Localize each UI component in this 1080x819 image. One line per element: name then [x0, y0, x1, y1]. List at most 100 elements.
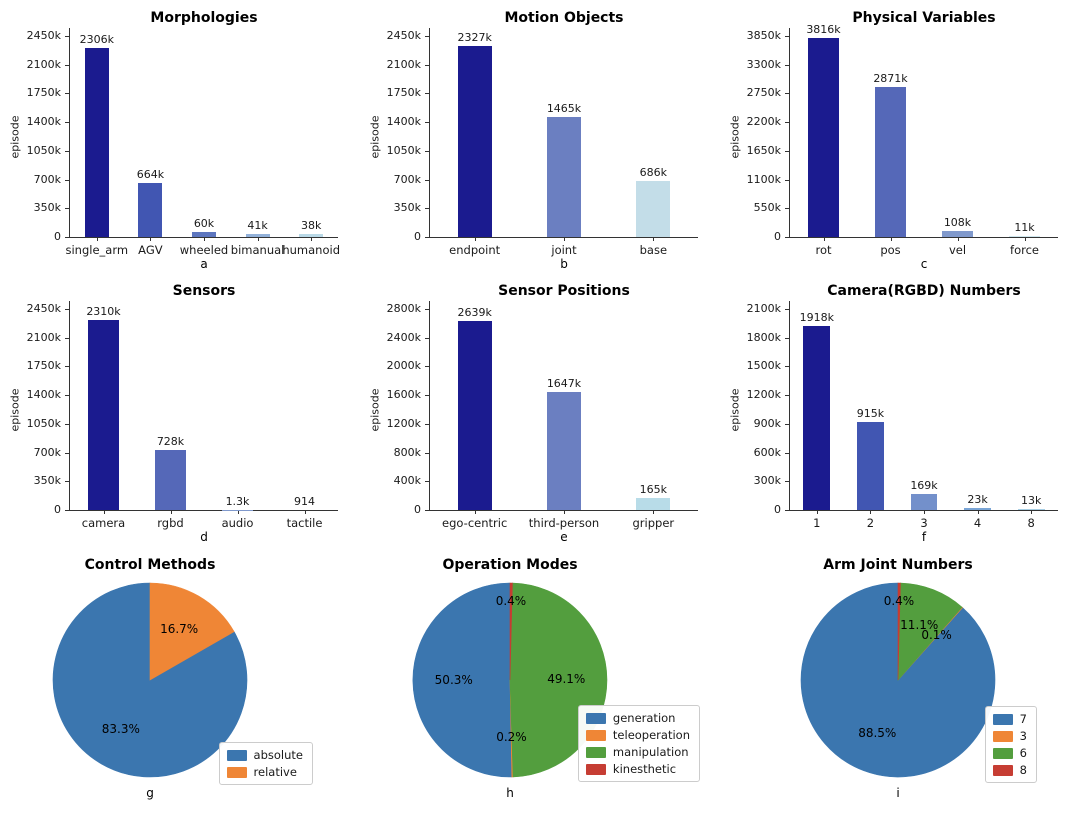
y-tick-label: 1400k: [26, 115, 61, 129]
legend: 7 3 6 8: [984, 706, 1037, 783]
x-tick-mark: [96, 238, 98, 241]
y-tick-mark: [785, 64, 789, 66]
pie-pct-label: 0.4%: [495, 594, 527, 609]
y-tick-label: 700k: [33, 445, 61, 459]
legend-swatch: [585, 729, 606, 741]
y-tick-mark: [425, 208, 429, 210]
y-tick-mark: [425, 309, 429, 310]
pie-pct-label: 88.5%: [858, 726, 897, 741]
chart-d-sensors: Sensors episode 0 350k 700k 1050k 1400k 1750k 21…: [0, 273, 360, 546]
chart-b-motion-objects: Motion Objects episode 0 350k 700k 1050k 1400k…: [360, 0, 720, 273]
x-tick-label: third-person: [528, 516, 600, 530]
y-tick-mark: [785, 150, 789, 152]
x-tick-label: tactile: [286, 516, 323, 530]
x-tick-label: pos: [880, 243, 901, 257]
bar-pos: [875, 87, 906, 237]
y-tick-label: 0: [774, 503, 781, 516]
chart-title: Motion Objects: [504, 10, 624, 26]
bar-ego-centric: [457, 320, 492, 510]
pie-pct-label: 83.3%: [101, 722, 140, 737]
y-tick-label: 0: [414, 503, 421, 516]
pie-pct-label: 16.7%: [160, 621, 199, 636]
pie-pct-label: 11.1%: [900, 617, 939, 632]
bar-agv: [138, 182, 163, 237]
legend-item: kinesthetic: [585, 762, 690, 776]
bar-vel: [942, 231, 973, 237]
y-tick-mark: [65, 337, 69, 339]
y-tick-mark: [425, 510, 429, 511]
x-tick-label: gripper: [632, 516, 675, 530]
x-tick-mark: [564, 238, 565, 241]
x-tick-mark: [257, 238, 259, 241]
x-tick-mark: [311, 238, 313, 241]
y-tick-label: 1400k: [26, 388, 61, 402]
chart-e-sensor-positions: Sensor Positions episode 0 400k 800k 1200k 160…: [360, 273, 720, 546]
chart-title: Morphologies: [150, 10, 258, 26]
x-tick-label: joint: [551, 243, 577, 257]
x-tick-mark: [237, 511, 239, 514]
x-tick-mark: [474, 238, 476, 241]
x-tick-label: 2: [866, 516, 875, 530]
y-tick-mark: [65, 395, 69, 397]
y-tick-label: 1200k: [386, 416, 421, 430]
subplot-letter: d: [200, 530, 208, 544]
x-tick-mark: [170, 511, 172, 514]
legend-swatch: [992, 764, 1013, 776]
y-tick-label: 3300k: [746, 57, 781, 71]
y-tick-label: 2450k: [386, 29, 421, 42]
y-tick-mark: [785, 395, 789, 397]
legend-item: 3: [992, 729, 1027, 743]
bar-value-label: 2871k: [873, 72, 908, 86]
y-tick-label: 1800k: [746, 330, 781, 344]
y-axis-spine: [69, 28, 70, 237]
bar-camera: [88, 320, 119, 510]
y-tick-label: 1050k: [386, 143, 421, 157]
y-tick-label: 2200k: [746, 115, 781, 129]
y-tick-mark: [785, 423, 789, 425]
bar-1: [803, 326, 831, 510]
bar-value-label: 2327k: [457, 31, 492, 45]
y-tick-mark: [65, 366, 69, 368]
y-tick-label: 1200k: [746, 388, 781, 402]
x-tick-mark: [1031, 511, 1033, 514]
y-tick-label: 350k: [33, 201, 61, 215]
x-tick-label: audio: [221, 516, 254, 530]
bar-rgbd: [155, 450, 186, 510]
x-tick-label: rgbd: [157, 516, 184, 530]
y-tick-mark: [785, 179, 789, 181]
x-tick-label: wheeled: [179, 243, 229, 257]
bar-value-label: 1465k: [546, 101, 582, 115]
y-tick-mark: [785, 237, 789, 238]
legend-item: teleoperation: [585, 728, 690, 742]
pie-slice-relative: [149, 582, 235, 681]
y-tick-label: 0: [54, 503, 61, 516]
y-tick-mark: [425, 122, 429, 124]
subplot-letter: i: [896, 786, 900, 800]
bar-value-label: 165k: [639, 483, 668, 497]
y-tick-label: 700k: [33, 172, 61, 186]
bar-value-label: 1918k: [799, 311, 834, 325]
bar-value-label: 686k: [639, 165, 668, 179]
legend-item: 7: [992, 712, 1027, 726]
subplot-letter: c: [920, 257, 928, 271]
chart-title: Sensor Positions: [498, 283, 630, 299]
legend-label: generation: [612, 711, 676, 725]
x-tick-mark: [890, 238, 892, 241]
pie-slice-kinesthetic: [509, 582, 513, 681]
y-tick-label: 0: [414, 230, 421, 243]
bar-endpoint: [457, 46, 492, 237]
bar-value-label: 2306k: [79, 32, 114, 46]
legend-swatch: [992, 713, 1013, 725]
x-tick-mark: [204, 238, 205, 241]
y-tick-label: 1100k: [746, 172, 781, 186]
bar-gripper: [636, 498, 671, 510]
chart-c-physical-variables: Physical Variables episode 0 550k 1100k 1650k…: [720, 0, 1080, 273]
y-tick-label: 550k: [753, 201, 781, 215]
y-tick-label: 600k: [753, 445, 781, 459]
y-tick-mark: [785, 208, 789, 210]
legend-label: 7: [1019, 712, 1027, 726]
x-tick-label: camera: [81, 516, 126, 530]
x-axis-spine: [69, 237, 338, 238]
y-tick-label: 0: [54, 230, 61, 243]
y-tick-label: 3850k: [746, 29, 781, 42]
